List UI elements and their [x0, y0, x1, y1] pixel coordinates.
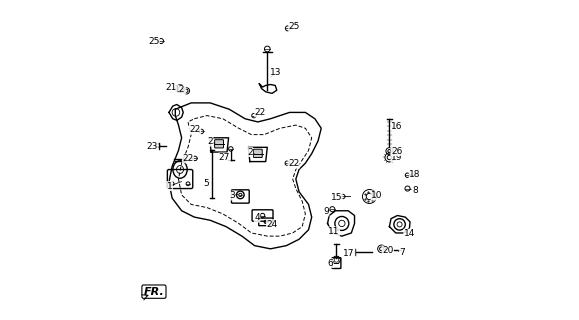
Text: 2: 2 [247, 148, 252, 156]
Text: 8: 8 [412, 186, 417, 195]
Text: 11: 11 [328, 227, 340, 236]
Text: 17: 17 [343, 249, 355, 258]
Text: 21: 21 [166, 83, 177, 92]
Text: 22: 22 [255, 108, 266, 117]
Text: 22: 22 [182, 154, 193, 163]
Text: 6: 6 [327, 259, 333, 268]
Text: 23: 23 [146, 142, 158, 151]
Text: 1: 1 [167, 181, 173, 190]
FancyBboxPatch shape [215, 140, 223, 148]
Text: 26: 26 [391, 147, 402, 156]
Text: 13: 13 [269, 68, 281, 77]
Text: 12: 12 [174, 85, 186, 94]
Text: 14: 14 [404, 229, 415, 238]
Text: 25: 25 [288, 22, 300, 31]
Text: 7: 7 [400, 248, 405, 257]
Text: 9: 9 [323, 207, 329, 216]
Text: 25: 25 [148, 36, 159, 45]
Text: 2: 2 [207, 137, 213, 146]
Text: 10: 10 [371, 191, 383, 200]
Text: 4: 4 [254, 213, 260, 222]
Text: 27: 27 [219, 153, 230, 162]
Text: 20: 20 [382, 246, 394, 255]
Text: 5: 5 [203, 179, 209, 188]
Text: 22: 22 [189, 125, 200, 134]
Text: FR.: FR. [144, 287, 164, 297]
FancyBboxPatch shape [254, 149, 262, 157]
Text: 24: 24 [266, 220, 278, 228]
Text: 16: 16 [391, 122, 402, 131]
Text: 15: 15 [331, 193, 342, 202]
Text: 3: 3 [229, 191, 234, 200]
Text: 18: 18 [409, 170, 420, 179]
Text: 19: 19 [391, 153, 402, 162]
Text: 22: 22 [288, 159, 299, 168]
